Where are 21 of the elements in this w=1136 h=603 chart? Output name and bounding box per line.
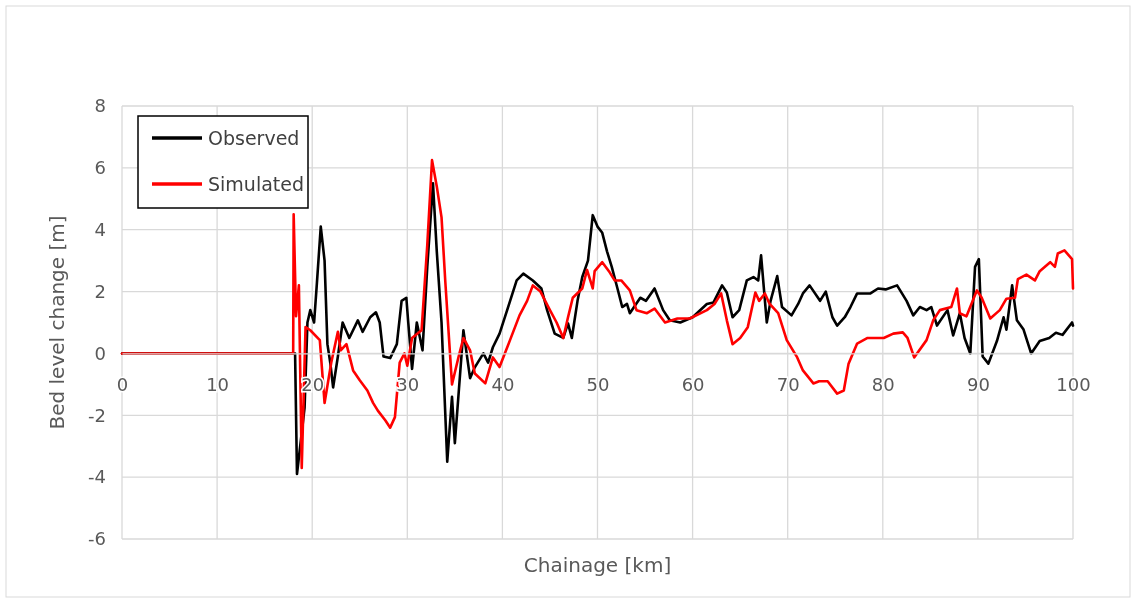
y-tick-label: -4 (88, 466, 106, 488)
y-tick-label: 2 (94, 280, 106, 302)
x-axis-title: Chainage [km] (523, 553, 672, 577)
y-tick-label: 0 (94, 342, 106, 364)
y-tick-label: -6 (88, 528, 106, 550)
x-tick-label: 70 (776, 374, 800, 396)
x-tick-label: 40 (491, 374, 515, 396)
y-tick-label: 6 (94, 157, 106, 179)
y-axis-title: Bed level change [m] (45, 215, 69, 430)
legend-label: Simulated (208, 173, 305, 195)
x-tick-label: 80 (871, 374, 895, 396)
x-tick-label: 10 (206, 374, 230, 396)
x-tick-label: 100 (1056, 374, 1091, 396)
legend-label: Observed (208, 127, 300, 149)
y-tick-label: 4 (94, 218, 106, 240)
y-tick-label: 8 (94, 95, 106, 117)
x-tick-label: 60 (681, 374, 705, 396)
y-tick-label: -2 (88, 404, 106, 426)
x-tick-label: 50 (586, 374, 610, 396)
x-tick-label: 0 (116, 374, 129, 396)
x-tick-label: 90 (966, 374, 990, 396)
